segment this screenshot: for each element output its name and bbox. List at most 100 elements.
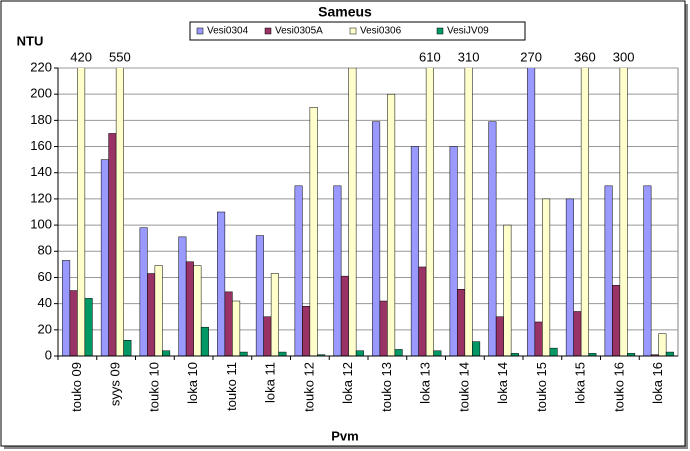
legend-label: Vesi0306 xyxy=(360,26,402,37)
bar xyxy=(100,159,109,356)
x-tick-label: touko 09 xyxy=(69,362,84,412)
bar xyxy=(302,306,311,356)
bar xyxy=(255,235,264,356)
bar xyxy=(658,333,667,356)
legend-label: Vesi0305A xyxy=(275,26,323,37)
data-label: 420 xyxy=(70,49,92,64)
bar xyxy=(348,68,357,356)
y-axis-label: NTU xyxy=(17,33,44,48)
x-tick-label: touko 15 xyxy=(534,362,549,412)
bar xyxy=(527,68,536,356)
x-tick-label: touko 16 xyxy=(611,362,626,412)
bar xyxy=(139,227,148,356)
y-tick-label: 20 xyxy=(38,321,52,336)
bar xyxy=(294,185,303,356)
y-tick-label: 60 xyxy=(38,269,52,284)
bar xyxy=(333,185,342,356)
bar xyxy=(665,351,674,356)
bar xyxy=(457,288,466,356)
x-tick-label: touko 14 xyxy=(456,362,471,412)
bar xyxy=(503,224,512,356)
data-label: 300 xyxy=(613,49,635,64)
bar xyxy=(115,68,124,356)
bar xyxy=(340,275,349,356)
bar xyxy=(263,316,272,356)
y-tick-label: 80 xyxy=(38,243,52,258)
x-tick-label: touko 12 xyxy=(301,362,316,412)
bar xyxy=(387,93,396,356)
bar xyxy=(193,265,202,356)
bar xyxy=(278,351,287,356)
chart-title: Sameus xyxy=(318,4,372,20)
bar xyxy=(62,260,71,356)
bar xyxy=(77,68,86,356)
bar xyxy=(162,350,171,356)
bar xyxy=(472,341,481,356)
bar xyxy=(612,285,621,356)
x-axis-label: Pvm xyxy=(331,428,358,443)
bars xyxy=(62,68,674,356)
bar xyxy=(224,291,233,356)
bar xyxy=(394,349,403,356)
legend-label: Vesi0304 xyxy=(207,26,249,37)
bar xyxy=(84,298,93,356)
bar xyxy=(123,340,132,356)
legend-swatch xyxy=(436,27,444,35)
bar xyxy=(178,236,187,356)
bar xyxy=(573,311,582,356)
data-label: 610 xyxy=(419,49,441,64)
bar xyxy=(418,266,427,356)
bar xyxy=(379,300,388,356)
bar xyxy=(217,211,226,356)
x-tick-label: touko 13 xyxy=(379,362,394,412)
x-tick-label: loka 14 xyxy=(495,362,510,404)
y-tick-label: 220 xyxy=(30,59,52,74)
bar xyxy=(154,265,163,356)
bar xyxy=(604,185,613,356)
bar xyxy=(542,198,551,356)
x-tick-label: loka 10 xyxy=(185,362,200,404)
bar xyxy=(488,121,497,356)
bar xyxy=(549,347,558,356)
legend-swatch xyxy=(196,27,204,35)
bar xyxy=(425,68,434,356)
bar xyxy=(147,273,156,356)
legend-swatch xyxy=(264,27,272,35)
y-tick-label: 200 xyxy=(30,86,52,101)
y-tick-label: 0 xyxy=(45,347,52,362)
x-tick-label: syys 09 xyxy=(108,362,123,406)
x-tick-label: loka 11 xyxy=(263,362,278,403)
legend-swatch xyxy=(349,27,357,35)
x-tick-label: touko 11 xyxy=(224,362,239,411)
x-tick-label: loka 16 xyxy=(650,362,665,404)
data-label: 310 xyxy=(458,49,480,64)
y-tick-label: 100 xyxy=(30,217,52,232)
y-tick-label: 40 xyxy=(38,295,52,310)
bar xyxy=(495,316,504,356)
x-tick-label: loka 15 xyxy=(573,362,588,404)
bar xyxy=(232,300,241,356)
x-tick-label: loka 12 xyxy=(340,362,355,404)
bar xyxy=(317,354,326,356)
bar xyxy=(355,350,364,356)
bar xyxy=(270,273,279,356)
bar xyxy=(69,290,78,356)
data-label: 270 xyxy=(520,49,542,64)
data-label: 550 xyxy=(109,49,131,64)
bar xyxy=(410,146,419,356)
bar xyxy=(185,261,194,356)
legend-label: VesiJV09 xyxy=(447,26,489,37)
y-tick-label: 140 xyxy=(30,164,52,179)
bar xyxy=(108,133,117,356)
y-tick-label: 160 xyxy=(30,138,52,153)
bar xyxy=(433,350,442,356)
bar xyxy=(643,185,652,356)
bar xyxy=(534,321,543,356)
bar xyxy=(309,107,318,356)
y-tick-label: 120 xyxy=(30,190,52,205)
bar xyxy=(239,351,248,356)
bar xyxy=(372,121,381,356)
bar xyxy=(580,68,589,356)
data-label: 360 xyxy=(574,49,596,64)
